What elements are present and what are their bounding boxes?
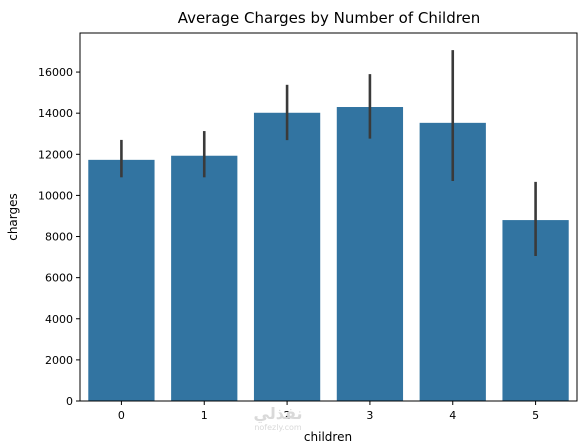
bar-3	[336, 107, 404, 401]
x-tick-label: 4	[449, 409, 456, 422]
y-tick-label: 6000	[45, 272, 73, 285]
bar-0	[88, 159, 155, 401]
bar-2	[253, 112, 321, 401]
y-tick-label: 0	[66, 395, 73, 408]
y-tick-label: 4000	[45, 313, 73, 326]
x-tick-label: 2	[284, 409, 291, 422]
y-tick-label: 2000	[45, 354, 73, 367]
x-axis-ticks: 0 1 2 3 4 5	[118, 401, 539, 422]
chart-title: Average Charges by Number of Children	[178, 9, 481, 27]
x-tick-label: 5	[532, 409, 539, 422]
x-tick-label: 0	[118, 409, 125, 422]
plot-frame	[79, 32, 578, 402]
x-axis-label: children	[304, 430, 352, 444]
y-tick-label: 14000	[38, 107, 73, 120]
x-tick-label: 3	[366, 409, 373, 422]
x-tick-label: 1	[201, 409, 208, 422]
bars	[88, 107, 569, 401]
bar-1	[171, 155, 238, 401]
y-tick-label: 12000	[38, 148, 73, 161]
y-tick-label: 8000	[45, 231, 73, 244]
y-axis-label: charges	[6, 193, 20, 241]
y-axis-ticks: 0 2000 4000 6000 8000 10000 12000 14000 16000	[38, 66, 80, 408]
y-tick-label: 16000	[38, 66, 73, 79]
y-tick-label: 10000	[38, 189, 73, 202]
error-bars	[120, 50, 537, 257]
